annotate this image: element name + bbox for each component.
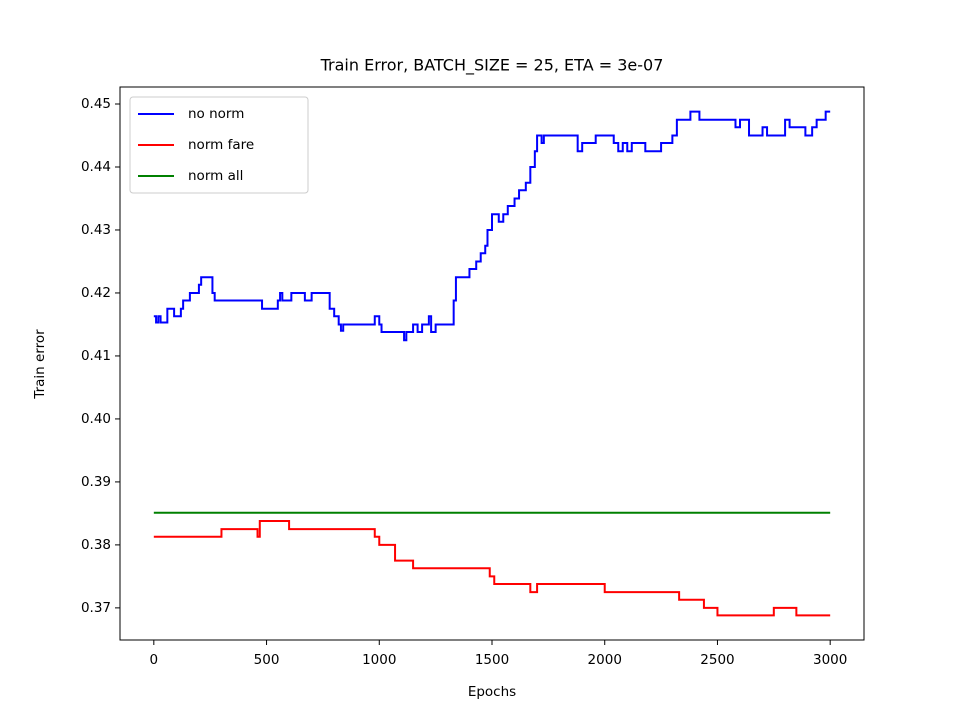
x-tick-label: 2000: [588, 652, 622, 668]
x-tick-label: 0: [150, 652, 159, 668]
y-tick-label: 0.39: [81, 474, 111, 490]
line: [153, 110, 831, 342]
chart-title: Train Error, BATCH_SIZE = 25, ETA = 3e-0…: [320, 56, 664, 76]
x-axis-label: Epochs: [468, 684, 516, 700]
y-tick-label: 0.41: [81, 348, 111, 364]
y-tick-label: 0.42: [81, 285, 111, 301]
y-tick-label: 0.43: [81, 222, 111, 238]
x-tick-label: 3000: [813, 652, 847, 668]
x-tick-label: 500: [254, 652, 280, 668]
legend-label: no norm: [188, 106, 244, 122]
legend-label: norm fare: [188, 137, 254, 153]
y-tick-label: 0.40: [81, 411, 111, 427]
y-tick-label: 0.45: [81, 96, 111, 112]
y-tick-label: 0.44: [81, 159, 111, 175]
x-tick-label: 1000: [362, 652, 396, 668]
y-axis-label: Train error: [32, 329, 48, 400]
x-tick-label: 2500: [700, 652, 734, 668]
x-tick-label: 1500: [475, 652, 509, 668]
legend-label: norm all: [188, 168, 243, 184]
line: [153, 519, 831, 617]
y-tick-label: 0.37: [81, 600, 111, 616]
y-tick-label: 0.38: [81, 537, 111, 553]
plot-frame: [119, 86, 865, 641]
legend-box: [129, 96, 309, 194]
